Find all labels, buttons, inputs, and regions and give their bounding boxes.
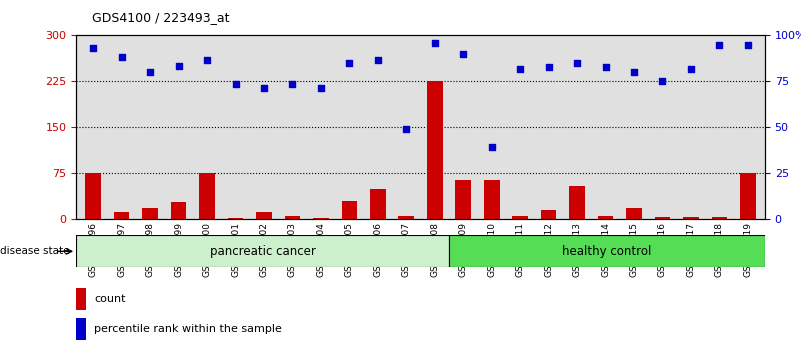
Bar: [449, 235, 765, 267]
Point: [570, 60, 583, 66]
Point: [742, 42, 755, 47]
Bar: [256, 212, 272, 219]
Point: [229, 82, 242, 87]
Bar: [114, 212, 130, 219]
Point: [200, 57, 213, 63]
Text: disease state: disease state: [0, 246, 70, 256]
Text: healthy control: healthy control: [562, 245, 652, 258]
Bar: [740, 173, 755, 219]
Point: [372, 57, 384, 63]
Bar: [284, 216, 300, 219]
Bar: [370, 189, 385, 219]
Point: [599, 64, 612, 70]
Bar: [76, 318, 87, 340]
Text: GDS4100 / 223493_at: GDS4100 / 223493_at: [92, 11, 230, 24]
Bar: [427, 81, 443, 219]
Bar: [341, 201, 357, 219]
Point: [286, 82, 299, 87]
Point: [87, 45, 99, 51]
Bar: [513, 216, 528, 219]
Point: [258, 85, 271, 90]
Bar: [598, 216, 614, 219]
Point: [685, 66, 698, 72]
Bar: [143, 209, 158, 219]
Point: [628, 69, 641, 75]
Bar: [484, 179, 500, 219]
Bar: [626, 209, 642, 219]
Text: count: count: [95, 294, 126, 304]
Point: [400, 126, 413, 131]
Point: [513, 66, 526, 72]
Point: [485, 144, 498, 150]
Point: [457, 51, 469, 57]
Point: [429, 41, 441, 46]
Text: pancreatic cancer: pancreatic cancer: [210, 245, 316, 258]
Point: [713, 42, 726, 47]
Text: percentile rank within the sample: percentile rank within the sample: [95, 324, 282, 334]
Bar: [199, 173, 215, 219]
Bar: [398, 216, 414, 219]
Bar: [171, 202, 187, 219]
Bar: [227, 218, 244, 219]
Point: [143, 69, 156, 75]
Bar: [570, 186, 585, 219]
Point: [656, 79, 669, 84]
Bar: [76, 235, 449, 267]
Bar: [711, 217, 727, 219]
Point: [115, 54, 128, 60]
Bar: [654, 217, 670, 219]
Point: [315, 85, 328, 90]
Point: [172, 63, 185, 69]
Bar: [86, 173, 101, 219]
Bar: [313, 218, 328, 219]
Point: [343, 60, 356, 66]
Point: [542, 64, 555, 70]
Bar: [683, 217, 698, 219]
Bar: [456, 179, 471, 219]
Bar: [76, 288, 87, 310]
Bar: [541, 210, 557, 219]
